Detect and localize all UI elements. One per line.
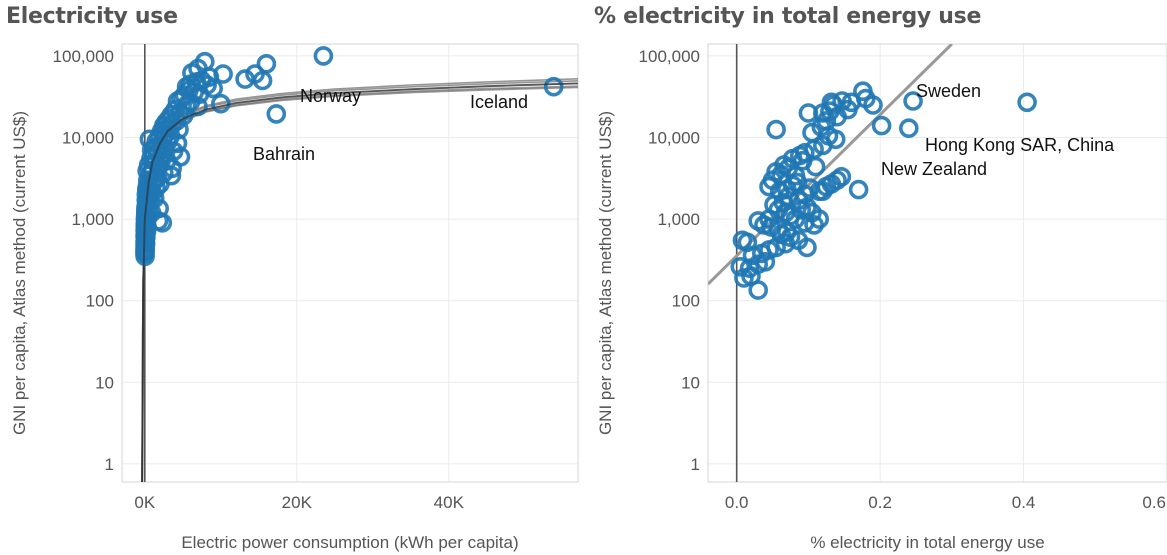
y-tick-label: 10 <box>95 373 114 392</box>
y-tick-label: 1 <box>691 455 700 474</box>
data-point <box>732 230 753 251</box>
data-point <box>871 115 892 136</box>
plot-frame <box>707 43 1167 483</box>
y-tick-label: 100,000 <box>639 47 700 66</box>
y-tick-label: 1,000 <box>657 210 700 229</box>
data-point <box>898 118 919 138</box>
data-point <box>797 237 817 258</box>
chart-title-electricity-use: Electricity use <box>6 4 178 29</box>
right-chart-panel: 1 10 100 1,000 10,000 100,000 0.0 0.2 0.4 0.6 % el… <box>596 43 1167 552</box>
x-tick-label: 40K <box>434 493 465 512</box>
data-point <box>759 176 779 197</box>
plot-frame <box>121 43 579 483</box>
y-tick-label: 100 <box>672 292 700 311</box>
data-point <box>848 179 869 200</box>
y-tick-label: 10,000 <box>62 129 114 148</box>
y-tick-label: 100 <box>86 292 114 311</box>
data-point <box>812 181 833 201</box>
data-point <box>252 70 273 91</box>
fit-curve-main <box>141 82 578 482</box>
data-point <box>748 280 769 300</box>
left-chart-panel: 1 10 100 1,000 10,000 100,000 0K 20K 40K Electric… <box>10 43 579 552</box>
data-point <box>798 103 819 123</box>
x-tick-label: 0.4 <box>1012 493 1036 512</box>
x-axis-label: % electricity in total energy use <box>810 533 1044 552</box>
x-tick-label: 0K <box>134 493 155 512</box>
y-axis-label: GNI per capita, Atlas method (current US… <box>596 111 615 435</box>
point-annotation: New Zealand <box>881 159 987 179</box>
point-annotation: Norway <box>300 86 361 106</box>
fit-curve <box>141 82 578 482</box>
fit-curve <box>141 85 578 482</box>
data-point <box>863 95 883 115</box>
y-tick-label: 100,000 <box>53 47 114 66</box>
point-annotation: Iceland <box>470 92 528 112</box>
point-annotation: Sweden <box>916 81 981 101</box>
data-point <box>543 76 564 97</box>
x-tick-label: 0.0 <box>725 493 749 512</box>
chart-title-percent-electricity: % electricity in total energy use <box>594 4 982 29</box>
point-annotation: Hong Kong SAR, China <box>925 135 1115 155</box>
plot-area <box>135 46 578 482</box>
x-tick-label: 0.2 <box>868 493 892 512</box>
y-axis-label: GNI per capita, Atlas method (current US… <box>10 111 29 435</box>
data-point <box>766 119 786 140</box>
data-point <box>805 156 826 177</box>
y-tick-label: 10,000 <box>648 129 700 148</box>
point-annotation: Bahrain <box>253 144 315 164</box>
fit-curve <box>141 86 578 482</box>
data-point <box>739 258 760 279</box>
y-tick-label: 1 <box>105 455 114 474</box>
x-tick-label: 20K <box>282 493 313 512</box>
data-point <box>903 91 923 111</box>
x-axis-label: Electric power consumption (kWh per capi… <box>181 533 518 552</box>
data-point <box>313 46 334 66</box>
data-point <box>775 233 796 254</box>
x-tick-label: 0.6 <box>1142 493 1166 512</box>
data-point <box>1017 92 1037 113</box>
fit-curve <box>141 78 578 482</box>
data-point <box>266 104 287 124</box>
data-point <box>188 96 208 117</box>
data-point <box>791 200 812 220</box>
y-tick-label: 1,000 <box>71 210 114 229</box>
y-tick-label: 10 <box>681 373 700 392</box>
plot-area <box>708 44 1037 300</box>
fit-curve <box>141 80 578 482</box>
